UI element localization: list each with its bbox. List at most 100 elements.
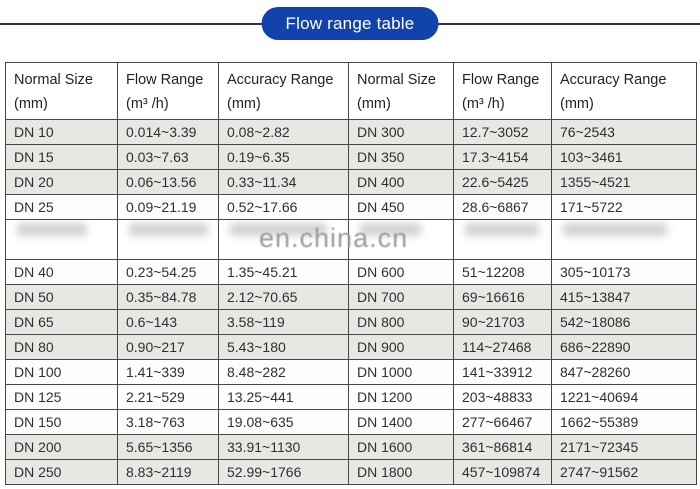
flow-cell: 114~27468 xyxy=(453,334,552,360)
header-flow-range-right: Flow Range (m³ /h) xyxy=(453,62,552,120)
accuracy-cell: 847~28260 xyxy=(551,359,697,385)
header-row: Normal Size (mm) Flow Range (m³ /h) Accu… xyxy=(5,62,697,120)
size-cell: DN 200 xyxy=(5,434,118,460)
size-cell: DN 400 xyxy=(348,169,454,195)
accuracy-cell: 171~5722 xyxy=(551,194,697,220)
table-row-obscured xyxy=(5,219,697,260)
table-row: DN 65 0.6~143 3.58~119 DN 800 90~21703 542~18… xyxy=(5,309,697,335)
header-unit: (m³ /h) xyxy=(126,96,169,112)
size-cell: DN 125 xyxy=(5,384,118,410)
size-cell: DN 65 xyxy=(5,309,118,335)
table-row: DN 50 0.35~84.78 2.12~70.65 DN 700 69~16616 4… xyxy=(5,284,697,310)
table-row: DN 20 0.06~13.56 0.33~11.34 DN 400 22.6~5425… xyxy=(5,169,697,195)
accuracy-cell: 13.25~441 xyxy=(218,384,349,410)
blur-smudge xyxy=(359,223,423,236)
blur-smudge xyxy=(16,223,89,236)
header-title: Flow Range xyxy=(462,72,540,88)
accuracy-cell: 1221~40694 xyxy=(551,384,697,410)
size-cell: DN 800 xyxy=(348,309,454,335)
header-unit: (mm) xyxy=(14,96,48,112)
table-row: DN 250 8.83~2119 52.99~1766 DN 1800 457~1098… xyxy=(5,459,697,485)
accuracy-cell: 5.43~180 xyxy=(218,334,349,360)
table-row: DN 100 1.41~339 8.48~282 DN 1000 141~33912 84… xyxy=(5,359,697,385)
size-cell: DN 350 xyxy=(348,144,454,170)
size-cell: DN 1400 xyxy=(348,409,454,435)
table-body: DN 10 0.014~3.39 0.08~2.82 DN 300 12.7~3052 7… xyxy=(5,119,697,485)
flow-cell: 0.23~54.25 xyxy=(117,259,219,285)
size-cell: DN 25 xyxy=(5,194,118,220)
header-flow-range-left: Flow Range (m³ /h) xyxy=(117,62,219,120)
blurred-cell xyxy=(218,219,349,260)
accuracy-cell: 686~22890 xyxy=(551,334,697,360)
accuracy-cell: 542~18086 xyxy=(551,309,697,335)
flow-cell: 0.03~7.63 xyxy=(117,144,219,170)
header-title: Normal Size xyxy=(357,72,436,88)
header-unit: (mm) xyxy=(227,96,261,112)
header-unit: (mm) xyxy=(357,96,391,112)
accuracy-cell: 1.35~45.21 xyxy=(218,259,349,285)
header-title: Accuracy Range xyxy=(560,72,667,88)
header-normal-size-right: Normal Size (mm) xyxy=(348,62,454,120)
flow-range-table: Normal Size (mm) Flow Range (m³ /h) Accu… xyxy=(5,62,697,485)
table-header: Normal Size (mm) Flow Range (m³ /h) Accu… xyxy=(5,62,697,120)
size-cell: DN 1000 xyxy=(348,359,454,385)
table-row: DN 10 0.014~3.39 0.08~2.82 DN 300 12.7~3052 7… xyxy=(5,119,697,145)
flow-cell: 8.83~2119 xyxy=(117,459,219,485)
flow-cell: 51~12208 xyxy=(453,259,552,285)
size-cell: DN 900 xyxy=(348,334,454,360)
size-cell: DN 10 xyxy=(5,119,118,145)
size-cell: DN 20 xyxy=(5,169,118,195)
accuracy-cell: 305~10173 xyxy=(551,259,697,285)
accuracy-cell: 1662~55389 xyxy=(551,409,697,435)
size-cell: DN 700 xyxy=(348,284,454,310)
blurred-cell xyxy=(117,219,219,260)
blurred-cell xyxy=(453,219,552,260)
size-cell: DN 40 xyxy=(5,259,118,285)
flow-cell: 0.09~21.19 xyxy=(117,194,219,220)
flow-cell: 5.65~1356 xyxy=(117,434,219,460)
size-cell: DN 450 xyxy=(348,194,454,220)
flow-cell: 2.21~529 xyxy=(117,384,219,410)
blur-smudge xyxy=(464,223,540,236)
accuracy-cell: 415~13847 xyxy=(551,284,697,310)
header-normal-size-left: Normal Size (mm) xyxy=(5,62,118,120)
table-row: DN 15 0.03~7.63 0.19~6.35 DN 350 17.3~4154 10… xyxy=(5,144,697,170)
accuracy-cell: 0.19~6.35 xyxy=(218,144,349,170)
header-title: Normal Size xyxy=(14,72,93,88)
header-accuracy-range-right: Accuracy Range (mm) xyxy=(551,62,697,120)
header-title: Accuracy Range xyxy=(227,72,334,88)
accuracy-cell: 52.99~1766 xyxy=(218,459,349,485)
size-cell: DN 100 xyxy=(5,359,118,385)
size-cell: DN 1200 xyxy=(348,384,454,410)
accuracy-cell: 1355~4521 xyxy=(551,169,697,195)
accuracy-cell: 103~3461 xyxy=(551,144,697,170)
flow-cell: 22.6~5425 xyxy=(453,169,552,195)
size-cell: DN 80 xyxy=(5,334,118,360)
flow-cell: 277~66467 xyxy=(453,409,552,435)
header-title: Flow Range xyxy=(126,72,204,88)
table-row: DN 25 0.09~21.19 0.52~17.66 DN 450 28.6~6867… xyxy=(5,194,697,220)
size-cell: DN 300 xyxy=(348,119,454,145)
blurred-cell xyxy=(348,219,454,260)
flow-cell: 12.7~3052 xyxy=(453,119,552,145)
size-cell: DN 600 xyxy=(348,259,454,285)
accuracy-cell: 2.12~70.65 xyxy=(218,284,349,310)
banner-title: Flow range table xyxy=(261,7,439,40)
flow-cell: 0.014~3.39 xyxy=(117,119,219,145)
table-row: DN 150 3.18~763 19.08~635 DN 1400 277~66467 1… xyxy=(5,409,697,435)
header-unit: (mm) xyxy=(560,96,594,112)
header-accuracy-range-left: Accuracy Range (mm) xyxy=(218,62,349,120)
blurred-cell xyxy=(551,219,697,260)
flow-cell: 457~109874 xyxy=(453,459,552,485)
flow-cell: 203~48833 xyxy=(453,384,552,410)
accuracy-cell: 3.58~119 xyxy=(218,309,349,335)
size-cell: DN 15 xyxy=(5,144,118,170)
blur-smudge xyxy=(562,223,669,236)
accuracy-cell: 8.48~282 xyxy=(218,359,349,385)
flow-cell: 0.90~217 xyxy=(117,334,219,360)
size-cell: DN 1600 xyxy=(348,434,454,460)
accuracy-cell: 0.08~2.82 xyxy=(218,119,349,145)
flow-cell: 0.06~13.56 xyxy=(117,169,219,195)
flow-cell: 17.3~4154 xyxy=(453,144,552,170)
flow-cell: 28.6~6867 xyxy=(453,194,552,220)
